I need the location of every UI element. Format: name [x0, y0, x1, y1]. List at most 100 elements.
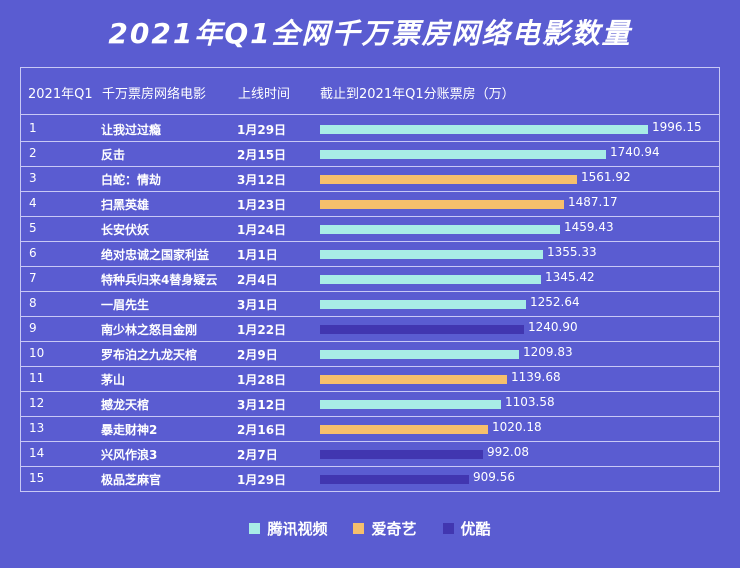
table-frame	[20, 67, 720, 492]
boxoffice-value-label: 1740.94	[610, 145, 660, 159]
movie-name-cell: 白蛇：情劫	[101, 173, 162, 187]
rank-cell: 5	[29, 221, 37, 235]
rank-cell: 10	[29, 346, 45, 360]
boxoffice-bar	[320, 250, 543, 259]
movie-name-cell: 扫黑英雄	[101, 198, 150, 212]
table-row: 13 暴走财神2 2月16日 1020.18	[20, 417, 720, 442]
release-date-cell: 3月12日	[237, 398, 287, 412]
rank-cell: 13	[29, 421, 45, 435]
table-row: 9 南少林之怒目金刚 1月22日 1240.90	[20, 317, 720, 342]
release-date-cell: 2月16日	[237, 423, 287, 437]
table-row: 4 扫黑英雄 1月23日 1487.17	[20, 192, 720, 217]
legend-item: 优酷	[442, 518, 491, 539]
legend-swatch	[442, 522, 454, 534]
header-boxoffice: 截止到2021年Q1分账票房（万）	[320, 87, 515, 102]
table-row: 12 撼龙天棺 3月12日 1103.58	[20, 392, 720, 417]
boxoffice-value-label: 1345.42	[545, 270, 595, 284]
table-row: 2 反击 2月15日 1740.94	[20, 142, 720, 167]
release-date-cell: 1月23日	[237, 198, 287, 212]
movie-name-cell: 绝对忠诚之国家利益	[101, 248, 210, 262]
movie-name-cell: 反击	[101, 148, 126, 162]
movie-name-cell: 长安伏妖	[101, 223, 150, 237]
release-date-cell: 3月1日	[237, 298, 278, 312]
table-row: 15 极品芝麻官 1月29日 909.56	[20, 467, 720, 492]
movie-name-cell: 暴走财神2	[101, 423, 158, 437]
legend-swatch	[249, 522, 261, 534]
release-date-cell: 3月12日	[237, 173, 287, 187]
boxoffice-value-label: 909.56	[473, 470, 515, 484]
movie-name-cell: 撼龙天棺	[101, 398, 150, 412]
legend: 腾讯视频 爱奇艺 优酷	[0, 516, 740, 540]
movie-name-cell: 让我过过瘾	[101, 123, 162, 137]
legend-swatch	[353, 522, 365, 534]
release-date-cell: 2月4日	[237, 273, 278, 287]
boxoffice-value-label: 1996.15	[652, 120, 702, 134]
rank-cell: 6	[29, 246, 37, 260]
release-date-cell: 1月22日	[237, 323, 287, 337]
movie-name-cell: 兴风作浪3	[101, 448, 158, 462]
boxoffice-value-label: 1240.90	[528, 320, 578, 334]
legend-item: 腾讯视频	[249, 518, 327, 539]
boxoffice-bar	[320, 400, 501, 409]
boxoffice-bar	[320, 425, 488, 434]
boxoffice-value-label: 1459.43	[564, 220, 614, 234]
header-movie: 千万票房网络电影	[102, 87, 207, 102]
rank-cell: 14	[29, 446, 45, 460]
boxoffice-value-label: 1252.64	[530, 295, 580, 309]
boxoffice-value-label: 1103.58	[505, 395, 555, 409]
table-row: 3 白蛇：情劫 3月12日 1561.92	[20, 167, 720, 192]
rank-cell: 2	[29, 146, 37, 160]
legend-label: 爱奇艺	[371, 519, 417, 538]
boxoffice-bar	[320, 325, 524, 334]
legend-item: 爱奇艺	[353, 518, 417, 539]
chart-title: 2021年Q1全网千万票房网络电影数量	[108, 17, 632, 50]
movie-name-cell: 极品芝麻官	[101, 473, 162, 487]
table-row: 6 绝对忠诚之国家利益 1月1日 1355.33	[20, 242, 720, 267]
table-row: 14 兴风作浪3 2月7日 992.08	[20, 442, 720, 467]
boxoffice-value-label: 1355.33	[547, 245, 597, 259]
boxoffice-value-label: 992.08	[487, 445, 529, 459]
boxoffice-bar	[320, 175, 577, 184]
release-date-cell: 1月29日	[237, 123, 287, 137]
boxoffice-value-label: 1020.18	[492, 420, 542, 434]
table-header: 2021年Q1 千万票房网络电影 上线时间 截止到2021年Q1分账票房（万）	[20, 67, 720, 115]
header-date: 上线时间	[238, 87, 291, 102]
table-row: 7 特种兵归来4替身疑云 2月4日 1345.42	[20, 267, 720, 292]
table-row: 10 罗布泊之九龙天棺 2月9日 1209.83	[20, 342, 720, 367]
rank-cell: 15	[29, 471, 45, 485]
release-date-cell: 2月7日	[237, 448, 278, 462]
boxoffice-bar	[320, 150, 606, 159]
release-date-cell: 1月28日	[237, 373, 287, 387]
rank-cell: 11	[29, 371, 45, 385]
release-date-cell: 1月1日	[237, 248, 278, 262]
movie-name-cell: 特种兵归来4替身疑云	[101, 273, 218, 287]
rank-cell: 7	[29, 271, 37, 285]
movie-name-cell: 罗布泊之九龙天棺	[101, 348, 198, 362]
release-date-cell: 1月29日	[237, 473, 287, 487]
rank-cell: 8	[29, 296, 37, 310]
boxoffice-bar	[320, 225, 560, 234]
rank-cell: 3	[29, 171, 37, 185]
table-row: 1 让我过过瘾 1月29日 1996.15	[20, 117, 720, 142]
header-quarter: 2021年Q1	[28, 87, 93, 102]
boxoffice-bar	[320, 275, 541, 284]
movie-name-cell: 一眉先生	[101, 298, 150, 312]
rank-cell: 12	[29, 396, 45, 410]
boxoffice-bar	[320, 350, 519, 359]
table-row: 8 一眉先生 3月1日 1252.64	[20, 292, 720, 317]
movie-name-cell: 南少林之怒目金刚	[101, 323, 198, 337]
rank-cell: 4	[29, 196, 37, 210]
rank-cell: 9	[29, 321, 37, 335]
boxoffice-value-label: 1139.68	[511, 370, 561, 384]
boxoffice-bar	[320, 200, 564, 209]
boxoffice-value-label: 1487.17	[568, 195, 618, 209]
boxoffice-value-label: 1561.92	[581, 170, 631, 184]
release-date-cell: 2月9日	[237, 348, 278, 362]
boxoffice-bar	[320, 450, 483, 459]
boxoffice-bar	[320, 125, 648, 134]
table-row: 11 茅山 1月28日 1139.68	[20, 367, 720, 392]
movie-name-cell: 茅山	[101, 373, 126, 387]
boxoffice-bar	[320, 300, 526, 309]
boxoffice-bar	[320, 475, 469, 484]
rank-cell: 1	[29, 121, 37, 135]
